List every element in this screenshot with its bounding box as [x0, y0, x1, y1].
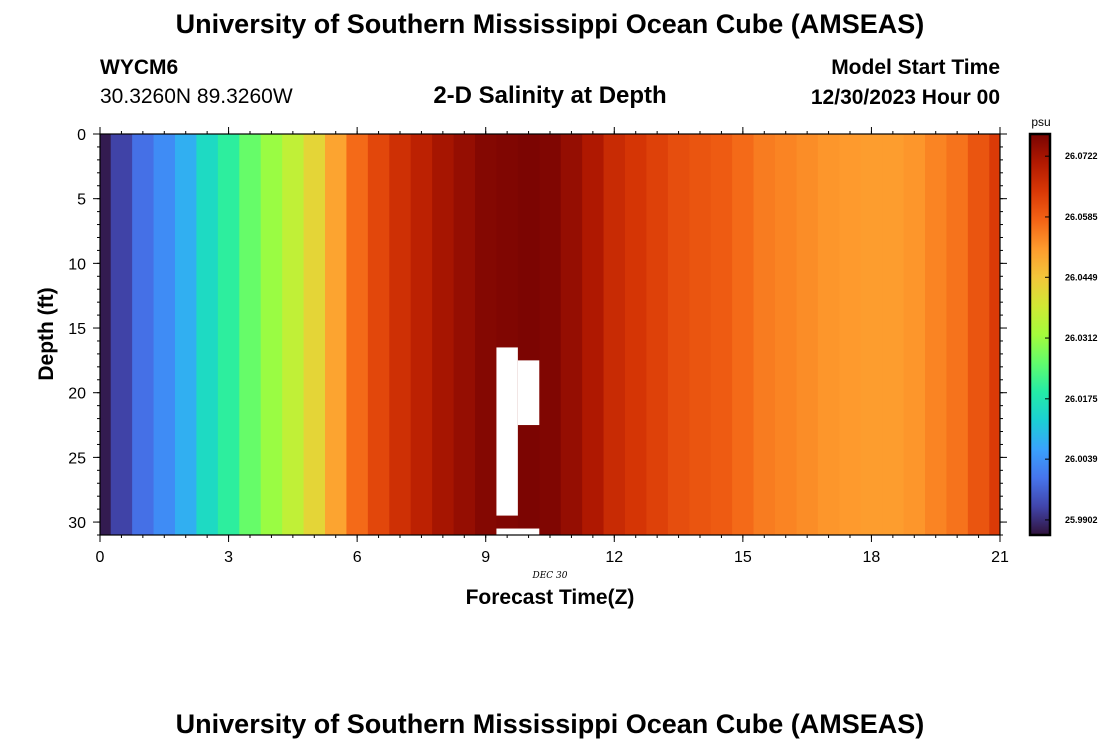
- colorbar-tick-label: 26.0175: [1065, 394, 1098, 404]
- footer-title: University of Southern Mississippi Ocean…: [175, 709, 925, 739]
- x-tick-label: 0: [96, 549, 105, 566]
- x-axis-title: Forecast Time(Z): [466, 586, 635, 609]
- heatmap-column-23: [582, 134, 604, 535]
- heatmap-column-5: [196, 134, 219, 535]
- colorbar-gradient: [1028, 132, 1052, 537]
- date-label: DEC 30: [532, 571, 568, 581]
- heatmap-column-16: [432, 134, 454, 535]
- x-tick-label: 21: [991, 549, 1009, 566]
- heatmap-column-39: [925, 134, 947, 535]
- heatmap-column-21: [539, 134, 562, 535]
- y-tick-label: 15: [68, 321, 86, 338]
- y-tick-label: 0: [77, 127, 86, 144]
- y-tick-label: 20: [68, 386, 86, 403]
- colorbar-unit-label: psu: [1031, 115, 1050, 129]
- model-start-value: 12/30/2023 Hour 00: [810, 86, 1000, 109]
- heatmap-column-24: [603, 134, 626, 535]
- heatmap-column-38: [903, 134, 926, 535]
- heatmap-column-35: [839, 134, 862, 535]
- heatmap-column-13: [367, 134, 390, 535]
- x-tick-label: 9: [481, 549, 490, 566]
- x-tick-label: 6: [353, 549, 362, 566]
- heatmap-column-11: [325, 134, 347, 535]
- heatmap-column-14: [389, 134, 412, 535]
- missing-data-regions: [496, 347, 540, 535]
- heatmap-column-7: [239, 134, 262, 535]
- colorbar-tick-label: 26.0039: [1065, 454, 1098, 464]
- heatmap-column-18: [475, 134, 497, 535]
- model-start-label: Model Start Time: [831, 56, 1000, 79]
- heatmap-column-29: [710, 134, 733, 535]
- y-axis-title: Depth (ft): [35, 287, 58, 380]
- heatmap-column-3: [153, 134, 176, 535]
- heatmap-column-9: [282, 134, 304, 535]
- heatmap-column-12: [346, 134, 369, 535]
- heatmap-column-34: [817, 134, 840, 535]
- colorbar-tick-label: 26.0312: [1065, 333, 1098, 343]
- heatmap-column-36: [860, 134, 883, 535]
- x-tick-label: 12: [605, 549, 623, 566]
- heatmap-column-6: [217, 134, 240, 535]
- colorbar-tick-label: 26.0449: [1065, 272, 1098, 282]
- plot-axes: 0 3 6 9 12 15 18 21 0 5 10 15 20 25 30: [68, 127, 1009, 566]
- x-tick-label: 3: [224, 549, 233, 566]
- heatmap-column-10: [303, 134, 326, 535]
- chart-title: University of Southern Mississippi Ocean…: [175, 9, 925, 39]
- heatmap-cells: [100, 134, 1001, 535]
- heatmap-column-26: [646, 134, 669, 535]
- heatmap-column-30: [732, 134, 754, 535]
- colorbar-tick-label: 25.9902: [1065, 515, 1098, 525]
- y-tick-label: 30: [68, 515, 86, 532]
- heatmap-column-27: [667, 134, 690, 535]
- station-coordinates: 30.3260N 89.3260W: [100, 85, 293, 108]
- heatmap-column-41: [967, 134, 990, 535]
- heatmap-column-15: [410, 134, 433, 535]
- missing-data-region-0: [496, 347, 518, 516]
- colorbar: 25.9902 26.0039 26.0175 26.0312 26.0449 26.05…: [1028, 132, 1098, 537]
- heatmap-column-20: [517, 134, 540, 535]
- heatmap-column-1: [110, 134, 133, 535]
- heatmap-column-40: [946, 134, 969, 535]
- missing-data-region-1: [517, 360, 540, 426]
- heatmap-column-22: [560, 134, 583, 535]
- heatmap-column-42: [989, 134, 1001, 535]
- heatmap-column-8: [260, 134, 283, 535]
- x-tick-label: 15: [734, 549, 752, 566]
- station-id: WYCM6: [100, 56, 179, 79]
- heatmap-column-37: [882, 134, 904, 535]
- heatmap-column-33: [796, 134, 819, 535]
- y-tick-label: 25: [68, 450, 86, 467]
- colorbar-tick-label: 26.0722: [1065, 151, 1098, 161]
- heatmap-column-28: [689, 134, 712, 535]
- plot-title: 2-D Salinity at Depth: [433, 82, 667, 109]
- colorbar-tick-label: 26.0585: [1065, 212, 1098, 222]
- heatmap-column-25: [625, 134, 647, 535]
- heatmap-column-32: [775, 134, 797, 535]
- y-tick-label: 5: [77, 192, 86, 209]
- y-tick-label: 10: [68, 256, 86, 273]
- heatmap-column-17: [453, 134, 476, 535]
- heatmap-column-4: [175, 134, 197, 535]
- x-tick-label: 18: [863, 549, 881, 566]
- heatmap-column-31: [753, 134, 776, 535]
- heatmap-column-0: [100, 134, 112, 535]
- heatmap-column-2: [132, 134, 154, 535]
- missing-data-region-2: [496, 528, 540, 535]
